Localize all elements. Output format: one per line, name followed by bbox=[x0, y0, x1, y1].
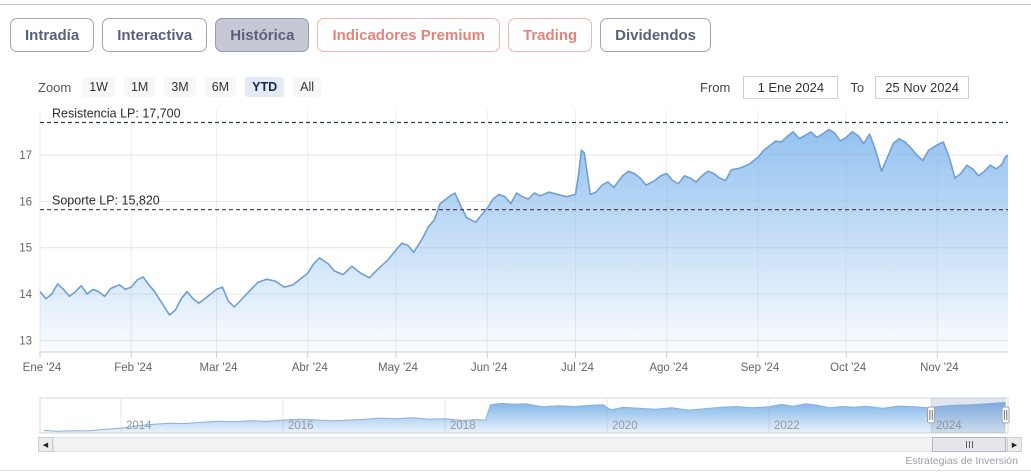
navigator-line bbox=[44, 401, 1006, 432]
x-axis-label: Ago '24 bbox=[649, 362, 688, 374]
y-axis-label: 16 bbox=[19, 196, 32, 208]
y-axis-label: 13 bbox=[19, 335, 32, 347]
year-label: 2016 bbox=[288, 420, 314, 432]
price-line bbox=[39, 128, 1009, 316]
zoom-presets-label: Zoom bbox=[38, 79, 72, 95]
to-label: To bbox=[850, 80, 865, 95]
tab-intradía[interactable]: Intradía bbox=[10, 18, 95, 52]
top-divider bbox=[0, 4, 1031, 5]
x-axis-label: Jul '24 bbox=[561, 362, 594, 374]
zoom-button-1w[interactable]: 1W bbox=[82, 77, 115, 97]
navigator-right-handle[interactable] bbox=[1001, 406, 1010, 424]
year-label: 2018 bbox=[450, 420, 476, 432]
navigator-chart[interactable]: 2014 2016 2018 2020 2022 2024 bbox=[39, 397, 1010, 434]
x-axis-label: Jun '24 bbox=[471, 362, 508, 374]
tab-indicadores-premium[interactable]: Indicadores Premium bbox=[317, 18, 500, 52]
zoom-button-ytd[interactable]: YTD bbox=[245, 77, 285, 97]
navigator-selected-range[interactable] bbox=[931, 398, 1006, 433]
price-area-fill bbox=[40, 129, 1008, 352]
x-axis-label: May '24 bbox=[378, 362, 419, 374]
tab-dividendos[interactable]: Dividendos bbox=[600, 18, 712, 52]
x-axis-label: Feb '24 bbox=[114, 362, 153, 374]
zoom-presets: Zoom 1W 1M 3M 6M YTD All bbox=[38, 77, 322, 97]
zoom-button-1m[interactable]: 1M bbox=[123, 77, 156, 97]
navigator-scrollbar: ◀ ▶ bbox=[38, 437, 1022, 452]
tab-trading[interactable]: Trading bbox=[508, 18, 593, 52]
x-axis-label: Oct '24 bbox=[830, 362, 867, 374]
zoom-button-3m[interactable]: 3M bbox=[164, 77, 196, 97]
y-axis-label: 14 bbox=[19, 289, 32, 301]
year-label: 2020 bbox=[612, 420, 638, 432]
main-price-chart[interactable]: 13 14 15 16 17 Resistencia LP: 17,700 Soporte … bbox=[19, 107, 1009, 374]
from-label: From bbox=[700, 80, 731, 95]
navigator-area-fill bbox=[44, 402, 1006, 433]
from-date-input[interactable] bbox=[743, 76, 839, 99]
year-label: 2014 bbox=[126, 420, 152, 432]
tab-interactiva[interactable]: Interactiva bbox=[102, 18, 208, 52]
chart-mode-tabs: Intradía Interactiva Histórica Indicadores … bbox=[10, 18, 712, 52]
resistance-label: Resistencia LP: 17,700 bbox=[52, 107, 181, 121]
date-range-controls: From To bbox=[700, 76, 970, 99]
tab-histórica[interactable]: Histórica bbox=[215, 18, 310, 52]
year-label: 2024 bbox=[936, 420, 962, 432]
x-axis-label: Mar '24 bbox=[200, 362, 239, 374]
x-axis-label: Abr '24 bbox=[292, 362, 329, 374]
zoom-button-all[interactable]: All bbox=[293, 77, 322, 97]
scrollbar-left-arrow-icon[interactable]: ◀ bbox=[38, 437, 53, 452]
x-axis-label: Ene '24 bbox=[23, 362, 62, 374]
zoom-button-6m[interactable]: 6M bbox=[204, 77, 237, 97]
brand-credit: Estrategias de Inversión bbox=[905, 455, 1018, 467]
y-axis-label: 17 bbox=[19, 150, 32, 162]
scrollbar-right-arrow-icon[interactable]: ▶ bbox=[1007, 437, 1022, 452]
scrollbar-track[interactable] bbox=[53, 437, 1007, 452]
scrollbar-thumb[interactable] bbox=[932, 437, 1006, 452]
x-axis-label: Nov '24 bbox=[920, 362, 959, 374]
year-label: 2022 bbox=[774, 420, 800, 432]
to-date-input[interactable] bbox=[875, 76, 970, 99]
bottom-divider bbox=[0, 470, 1031, 471]
navigator-left-handle[interactable] bbox=[927, 406, 936, 424]
support-label: Soporte LP: 15,820 bbox=[52, 194, 160, 208]
y-axis-label: 15 bbox=[19, 243, 32, 255]
x-axis-label: Sep '24 bbox=[741, 362, 780, 374]
